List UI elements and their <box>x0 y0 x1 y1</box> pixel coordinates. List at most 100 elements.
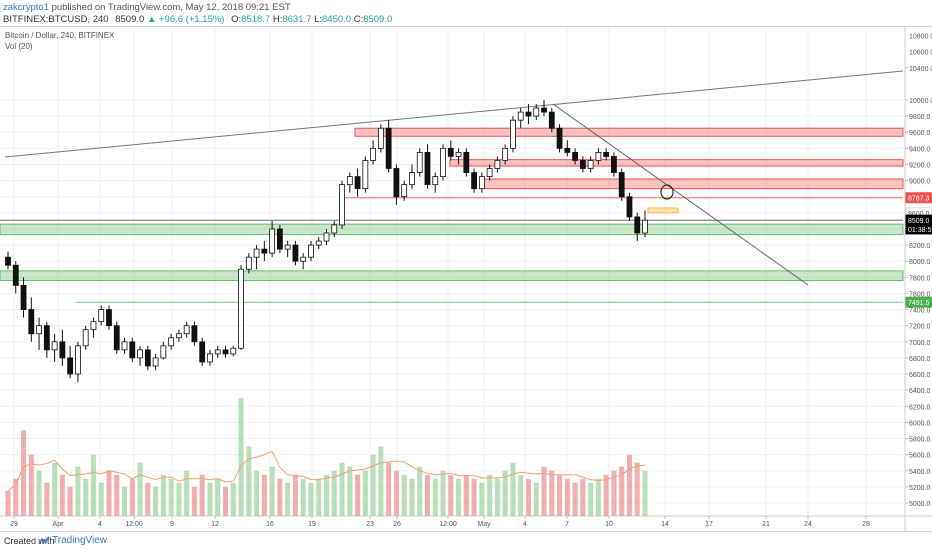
volume-bar <box>417 466 423 516</box>
y-axis-label: 9800.0 <box>909 114 931 121</box>
volume-bar <box>463 474 469 516</box>
volume-bar <box>122 486 128 516</box>
volume-bar <box>246 446 252 516</box>
candle-body <box>595 151 602 161</box>
volume-bar <box>626 454 632 516</box>
volume-bar <box>611 470 617 516</box>
candle-body <box>478 176 485 190</box>
candle-body <box>424 151 431 186</box>
volume-bar <box>456 478 462 516</box>
author-link[interactable]: zakcrypto1 <box>3 2 49 13</box>
y-axis-label: 9400.0 <box>909 146 931 153</box>
chart-area[interactable] <box>0 26 932 532</box>
candle-body <box>276 228 283 250</box>
candle-body <box>393 168 400 198</box>
volume-bar <box>199 474 205 516</box>
candle-body <box>377 127 384 149</box>
candle-body <box>90 321 97 331</box>
volume-bar <box>129 478 135 516</box>
symbol-label: BITFINEX:BTCUSD, 240 <box>3 14 109 25</box>
volume-bar <box>440 470 446 516</box>
close-label: C: <box>353 14 364 25</box>
series-title: Bitcoin / Dollar, 240, BITFINEX <box>5 31 115 40</box>
tradingview-brand[interactable]: TradingView <box>52 535 108 546</box>
x-axis-label: Apr <box>53 521 65 528</box>
candle-body <box>191 325 198 343</box>
y-axis-label: 5400.0 <box>909 469 931 476</box>
y-axis-label: 10800.0 <box>909 34 932 41</box>
x-axis-label: 7 <box>565 521 569 528</box>
candle-body <box>432 176 439 186</box>
volume-ma-line <box>7 450 646 492</box>
candle-body <box>416 151 423 173</box>
support-zone <box>0 270 904 282</box>
long-trendline[interactable] <box>4 70 904 158</box>
volume-bar <box>238 398 244 516</box>
candle-body <box>160 345 167 359</box>
candle-body <box>603 151 610 157</box>
volume-bar <box>285 482 291 516</box>
volume-bar <box>401 474 407 516</box>
volume-bar <box>634 462 640 516</box>
candle-body <box>370 147 377 161</box>
candle-body <box>98 309 105 323</box>
candle-body <box>36 325 42 335</box>
y-axis-label: 5000.0 <box>909 501 931 508</box>
candle-body <box>471 172 477 190</box>
price-chart[interactable]: 10400.0 10800.0 10600.0 10000.0 9800.0 9600.0… <box>0 0 932 532</box>
volume-bar <box>588 482 594 516</box>
candle-body <box>308 244 314 258</box>
candle-body <box>113 325 120 351</box>
volume-bar <box>432 478 438 516</box>
candle-body <box>447 147 454 157</box>
candle-body <box>517 111 524 121</box>
price-change: +96.6 (+1.15%) <box>158 14 225 25</box>
volume-bar <box>28 454 34 516</box>
volume-bar <box>13 478 19 516</box>
close-value: 8509.0 <box>363 14 393 25</box>
price-label: 8509.0 <box>908 218 930 225</box>
annotation-circle[interactable] <box>660 184 674 200</box>
volume-bar <box>378 446 384 516</box>
volume-bar <box>254 470 260 516</box>
descending-trendline[interactable] <box>552 103 809 286</box>
candle-body <box>261 248 268 254</box>
candle-body <box>385 127 392 169</box>
y-axis-label: 6400.0 <box>909 388 931 395</box>
volume-bar <box>642 470 648 516</box>
volume-bar <box>362 470 368 516</box>
resistance-zone <box>482 178 904 190</box>
volume-bar <box>90 454 96 516</box>
candle-body <box>121 341 128 351</box>
x-axis-label: 4 <box>98 521 102 528</box>
x-axis-label: 14 <box>661 521 669 528</box>
volume-bar <box>564 478 570 516</box>
volume-bar <box>355 474 361 516</box>
y-axis-label: 6200.0 <box>909 404 931 411</box>
y-axis-label: 9600.0 <box>909 130 931 137</box>
candle-body <box>331 224 338 234</box>
x-axis-label: 28 <box>862 521 870 528</box>
price-label: 8600.0 <box>908 211 930 218</box>
price-label: 8787.3 <box>908 196 930 203</box>
candle-body <box>168 337 175 347</box>
volume-bar <box>160 474 166 516</box>
open-value: 8518.7 <box>241 14 271 25</box>
y-axis-label: 5600.0 <box>909 453 931 460</box>
volume-bar <box>308 482 314 516</box>
candle-body <box>253 248 260 258</box>
candle-body <box>82 329 89 347</box>
candle-body <box>556 127 563 149</box>
candle-body <box>129 341 136 359</box>
volume-bar <box>471 478 477 516</box>
candle-body <box>245 256 252 270</box>
x-axis-label: 10 <box>605 521 613 528</box>
y-axis-label: 7000.0 <box>909 340 931 347</box>
volume-bar <box>324 474 329 516</box>
candle-body <box>20 284 27 310</box>
volume-bar <box>153 486 159 516</box>
candle-body <box>533 107 540 117</box>
created-with-text: Created with <box>4 536 55 546</box>
candle-body <box>51 341 58 351</box>
candle-body <box>579 160 586 169</box>
